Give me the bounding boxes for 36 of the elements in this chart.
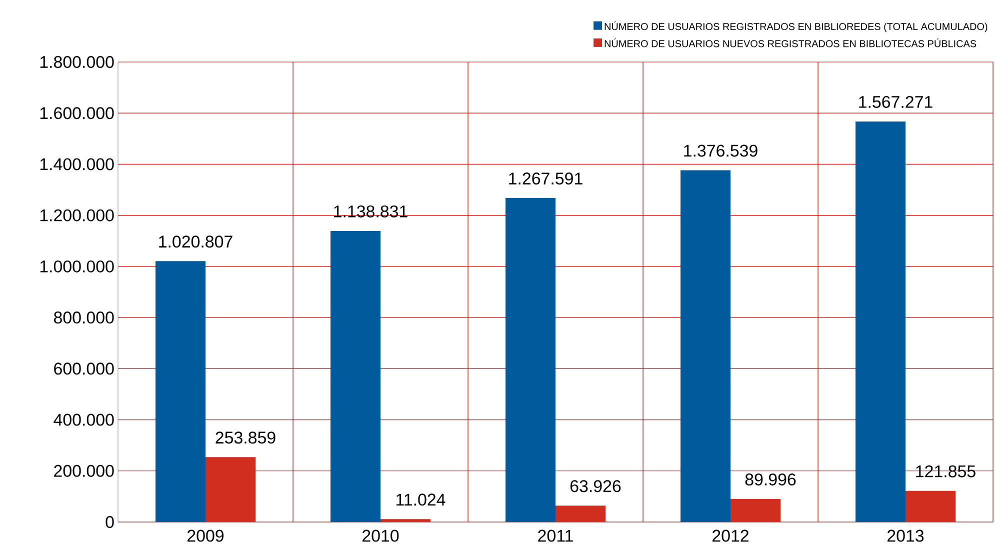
bar: [330, 230, 381, 522]
bar: [506, 198, 556, 522]
data-label: 89.996: [745, 473, 796, 486]
bar: [156, 261, 206, 522]
bar: [556, 506, 606, 522]
y-tick-label: 1.800.000: [40, 56, 114, 68]
legend-label: NÚMERO DE USUARIOS NUEVOS REGISTRADOS EN BIBLIOTECAS PÚBLICAS: [604, 38, 976, 48]
y-tick-label: 200.000: [54, 464, 114, 477]
y-tick-label: 1.600.000: [40, 107, 114, 120]
data-label: 63.926: [570, 480, 621, 492]
legend-label: NÚMERO DE USUARIOS REGISTRADOS EN BIBLIOREDES (TOTAL ACUMULADO): [604, 21, 988, 32]
y-tick-label: 800.000: [54, 312, 114, 324]
bar: [380, 519, 431, 522]
bar: [906, 490, 956, 522]
x-tick-label: 2011: [538, 530, 573, 542]
data-label: 1.376.539: [684, 144, 758, 157]
bar: [206, 457, 256, 522]
y-tick-label: 1.400.000: [40, 158, 114, 170]
x-tick-label: 2013: [888, 530, 924, 542]
y-tick-label: 1.000.000: [40, 260, 114, 272]
data-label: 1.138.831: [334, 205, 408, 218]
x-tick-label: 2009: [188, 530, 224, 542]
x-tick-label: 2012: [712, 530, 748, 542]
data-label: 253.859: [216, 432, 276, 444]
data-label: 11.024: [396, 494, 446, 506]
data-label: 1.567.271: [859, 96, 932, 108]
bar: [730, 499, 781, 522]
bar: [856, 121, 906, 522]
y-tick-label: 0: [106, 516, 114, 528]
bar: [680, 170, 731, 522]
data-label: 1.267.591: [509, 172, 582, 185]
y-tick-label: 600.000: [54, 362, 114, 375]
y-tick-label: 1.200.000: [40, 209, 114, 222]
y-tick-label: 400.000: [54, 414, 114, 426]
x-tick-label: 2010: [362, 530, 399, 542]
data-label: 1.020.807: [159, 236, 232, 248]
